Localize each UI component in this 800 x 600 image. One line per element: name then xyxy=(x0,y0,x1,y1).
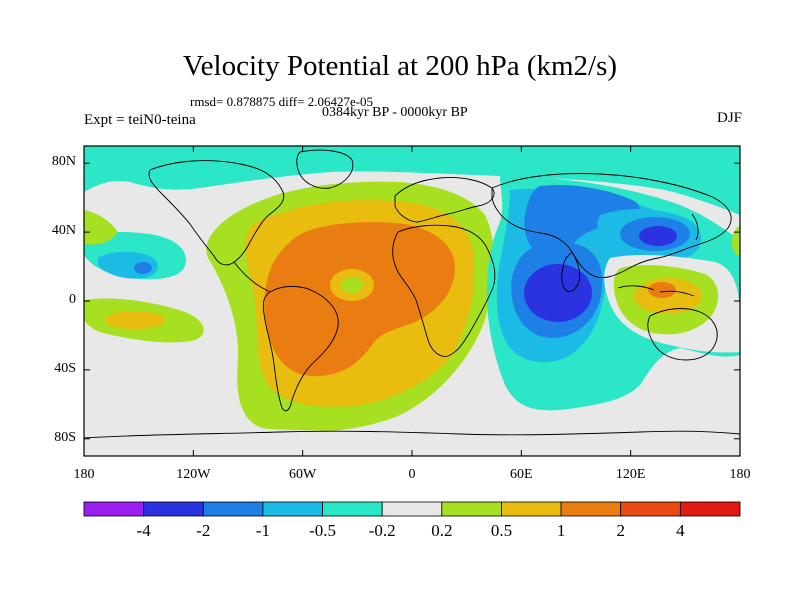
lon-tick-label: 60W xyxy=(289,467,317,482)
colorbar-swatch xyxy=(560,501,622,517)
lon-tick-label: 0 xyxy=(408,467,416,482)
coastline-india xyxy=(561,251,581,292)
contour-southern-ocean-band xyxy=(84,418,740,456)
contour-indian-core-darkblue xyxy=(524,264,592,322)
contour-arctic-band xyxy=(84,146,740,215)
contour-north-pacific-core xyxy=(134,262,152,274)
coastline-greenland xyxy=(296,149,354,189)
coastline-asia xyxy=(491,173,732,279)
colorbar-swatch xyxy=(501,501,562,517)
colorbar-label: 0.5 xyxy=(490,521,513,540)
coastline-antarctica xyxy=(84,430,740,439)
lat-tick-label: 40N xyxy=(51,223,76,239)
colorbar-swatch xyxy=(620,501,681,517)
contour-maritime-orange xyxy=(648,282,676,298)
colorbar-label: 0.2 xyxy=(431,521,453,540)
plot-title: Velocity Potential at 200 hPa (km2/s) xyxy=(182,50,618,82)
colorbar-label: -4 xyxy=(136,521,151,540)
colorbar-swatch xyxy=(441,501,502,517)
colorbar-swatch xyxy=(381,501,443,517)
lon-tick-label: 60E xyxy=(510,467,533,482)
axis-ticks xyxy=(83,146,741,456)
contour-left-edge-green xyxy=(84,210,118,245)
colorbar-label: 2 xyxy=(616,521,625,540)
lon-tick-label: 180 xyxy=(73,467,95,482)
coastline-africa xyxy=(392,224,496,357)
contour-atlantic-pocket-green xyxy=(341,277,363,293)
colorbar-swatch xyxy=(202,501,264,517)
lon-tick-label: 120E xyxy=(615,467,646,482)
contour-east-asia-darkblue xyxy=(639,226,677,246)
period-label: 0384kyr BP - 0000kyr BP xyxy=(322,105,468,120)
colorbar-swatch xyxy=(322,501,383,517)
colorbar-label: -0.5 xyxy=(309,521,336,540)
colorbar-swatch xyxy=(83,501,145,517)
colorbar-label: 4 xyxy=(676,521,685,540)
lat-tick-label: 0 xyxy=(69,292,76,307)
colorbar-swatch xyxy=(262,501,323,517)
lat-tick-label: 80N xyxy=(51,154,76,170)
colorbar-label: 1 xyxy=(556,521,566,540)
colorbar-label: -2 xyxy=(196,521,211,540)
lon-tick-label: 180 xyxy=(729,467,751,482)
lat-tick-label: 40S xyxy=(54,360,76,376)
season-label: DJF xyxy=(716,110,742,126)
contour-fill-layer xyxy=(84,146,740,456)
stats-label: rmsd= 0.878875 diff= 2.06427e-05 xyxy=(190,94,374,109)
lat-tick-label: 80S xyxy=(54,429,76,445)
coastline-south-america xyxy=(262,285,339,412)
colorbar-swatch xyxy=(679,501,741,517)
colorbar-swatch xyxy=(143,501,204,517)
lon-tick-label: 120W xyxy=(176,467,211,482)
coastline-japan xyxy=(691,213,699,241)
coastline-central-america xyxy=(233,261,271,293)
coastline-north-america xyxy=(148,160,285,266)
colorbar-label: -1 xyxy=(255,521,270,540)
colorbar xyxy=(83,501,741,517)
colorbar-label: -0.2 xyxy=(368,521,396,540)
experiment-label: Expt = teiN0-teina xyxy=(84,112,196,128)
contour-right-edge-green xyxy=(731,225,740,256)
coastline-layer xyxy=(84,149,740,439)
coastline-indonesia xyxy=(617,285,695,297)
coastline-australia xyxy=(647,308,718,361)
contour-south-pacific-yellow xyxy=(105,311,165,329)
coastline-europe xyxy=(394,177,495,223)
contour-indian-blue xyxy=(524,184,640,257)
